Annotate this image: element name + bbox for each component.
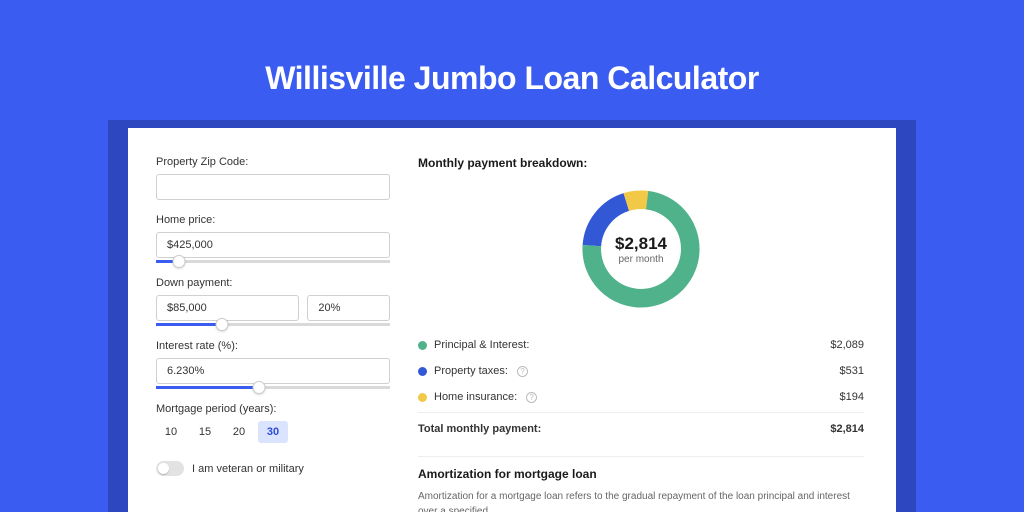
interest-slider[interactable] [156, 386, 390, 389]
divider [418, 456, 864, 457]
legend-label: Property taxes: [434, 365, 508, 377]
period-options: 10152030 [156, 421, 390, 443]
page: Willisville Jumbo Loan Calculator Proper… [0, 0, 1024, 512]
veteran-toggle[interactable] [156, 461, 184, 476]
period-group: Mortgage period (years): 10152030 [156, 403, 390, 443]
legend-row: Home insurance:? $194 [418, 384, 864, 410]
breakdown-panel: Monthly payment breakdown: $2,814 per mo… [418, 156, 864, 512]
down-payment-slider[interactable] [156, 323, 390, 326]
down-payment-group: Down payment: [156, 277, 390, 326]
donut-sub: per month [618, 254, 663, 265]
zip-group: Property Zip Code: [156, 156, 390, 200]
period-label: Mortgage period (years): [156, 403, 390, 415]
donut-chart: $2,814 per month [576, 184, 706, 314]
legend-dot [418, 367, 427, 376]
breakdown-title: Monthly payment breakdown: [418, 156, 864, 170]
home-price-label: Home price: [156, 214, 390, 226]
home-price-slider[interactable] [156, 260, 390, 263]
amortization-title: Amortization for mortgage loan [418, 467, 864, 481]
period-option-30[interactable]: 30 [258, 421, 288, 443]
zip-input[interactable] [156, 174, 390, 200]
help-icon[interactable]: ? [526, 392, 537, 403]
legend-row: Property taxes:? $531 [418, 358, 864, 384]
legend-dot [418, 341, 427, 350]
slider-thumb[interactable] [173, 255, 186, 268]
down-payment-pct-input[interactable] [307, 295, 390, 321]
interest-input[interactable] [156, 358, 390, 384]
interest-label: Interest rate (%): [156, 340, 390, 352]
calculator-card: Property Zip Code: Home price: Down paym… [128, 128, 896, 512]
help-icon[interactable]: ? [517, 366, 528, 377]
down-payment-amount-input[interactable] [156, 295, 299, 321]
legend-value: $2,089 [830, 339, 864, 351]
period-option-10[interactable]: 10 [156, 421, 186, 443]
period-option-15[interactable]: 15 [190, 421, 220, 443]
legend: Principal & Interest: $2,089 Property taxe… [418, 332, 864, 410]
total-row: Total monthly payment: $2,814 [418, 412, 864, 442]
home-price-input[interactable] [156, 232, 390, 258]
slider-thumb[interactable] [215, 318, 228, 331]
zip-label: Property Zip Code: [156, 156, 390, 168]
donut-wrap: $2,814 per month [418, 184, 864, 314]
legend-label: Principal & Interest: [434, 339, 529, 351]
legend-value: $194 [840, 391, 864, 403]
period-option-20[interactable]: 20 [224, 421, 254, 443]
legend-dot [418, 393, 427, 402]
legend-label: Home insurance: [434, 391, 517, 403]
down-payment-label: Down payment: [156, 277, 390, 289]
page-title: Willisville Jumbo Loan Calculator [0, 0, 1024, 97]
total-value: $2,814 [830, 423, 864, 435]
slider-thumb[interactable] [252, 381, 265, 394]
donut-center: $2,814 per month [576, 184, 706, 314]
veteran-label: I am veteran or military [192, 463, 304, 475]
form-panel: Property Zip Code: Home price: Down paym… [156, 156, 390, 512]
interest-group: Interest rate (%): [156, 340, 390, 389]
legend-row: Principal & Interest: $2,089 [418, 332, 864, 358]
total-label: Total monthly payment: [418, 423, 541, 435]
home-price-group: Home price: [156, 214, 390, 263]
donut-amount: $2,814 [615, 234, 667, 254]
veteran-row: I am veteran or military [156, 461, 390, 476]
amortization-text: Amortization for a mortgage loan refers … [418, 489, 864, 512]
legend-value: $531 [840, 365, 864, 377]
